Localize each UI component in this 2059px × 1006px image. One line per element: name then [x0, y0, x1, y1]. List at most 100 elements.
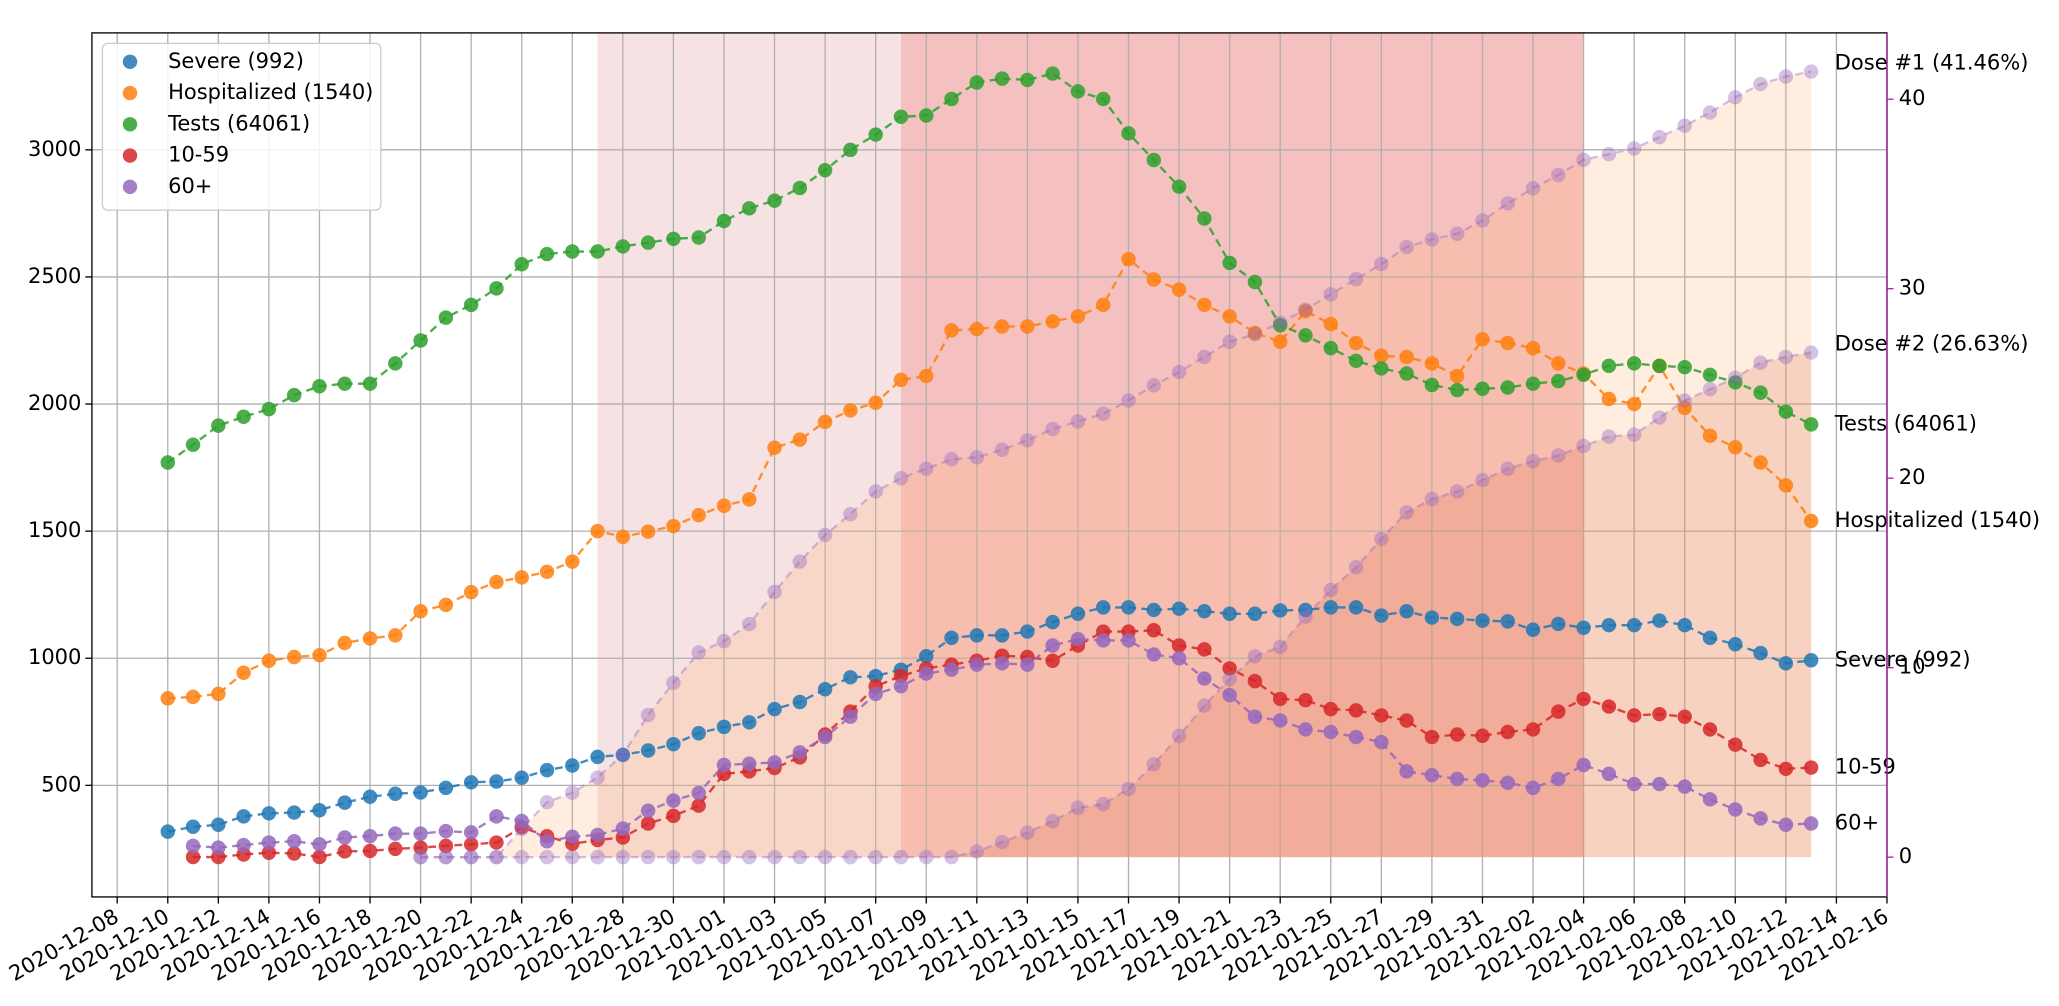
- point: [1753, 355, 1768, 370]
- point: [489, 835, 504, 850]
- point: [1626, 356, 1642, 371]
- point: [817, 414, 833, 430]
- point: [666, 808, 681, 824]
- point: [1525, 622, 1541, 637]
- point: [919, 648, 934, 664]
- legend-label: 10-59: [168, 142, 229, 167]
- point: [413, 785, 428, 800]
- point: [969, 844, 985, 859]
- point: [312, 647, 327, 663]
- point: [1374, 348, 1389, 363]
- point: [1702, 792, 1718, 807]
- point: [1197, 297, 1212, 313]
- point: [1728, 737, 1743, 752]
- point: [261, 835, 277, 850]
- point: [1197, 698, 1212, 713]
- point: [919, 108, 934, 123]
- point: [1449, 226, 1465, 241]
- point: [1399, 239, 1414, 255]
- point: [1601, 429, 1617, 444]
- point: [1626, 708, 1642, 723]
- point: [969, 75, 985, 90]
- point: [1045, 653, 1060, 669]
- point: [843, 506, 858, 522]
- point: [640, 803, 656, 818]
- point: [1272, 334, 1288, 349]
- point: [185, 819, 201, 835]
- y2-tick-label: 10: [1899, 654, 1926, 679]
- point: [691, 726, 706, 741]
- point: [1525, 376, 1541, 391]
- point: [388, 786, 403, 801]
- point: [792, 745, 808, 760]
- point: [1348, 729, 1364, 745]
- point: [1020, 657, 1035, 672]
- point: [565, 849, 580, 865]
- point: [1449, 484, 1465, 499]
- point: [1677, 617, 1692, 633]
- point: [843, 403, 858, 418]
- point: [185, 849, 201, 865]
- point: [1626, 776, 1642, 792]
- point: [236, 837, 251, 853]
- point: [160, 691, 175, 706]
- point: [1677, 359, 1692, 375]
- point: [1121, 126, 1136, 141]
- point: [362, 789, 378, 805]
- point: [337, 830, 352, 845]
- legend-marker: [122, 179, 138, 195]
- point: [1576, 757, 1591, 773]
- point: [1323, 701, 1338, 717]
- point: [1551, 167, 1566, 183]
- point: [539, 849, 555, 865]
- point: [1095, 406, 1111, 421]
- point: [1803, 653, 1819, 668]
- point: [1778, 478, 1794, 493]
- point: [893, 668, 909, 684]
- point: [1728, 637, 1743, 652]
- point: [590, 770, 605, 785]
- point: [1525, 181, 1541, 196]
- point: [1424, 377, 1440, 393]
- point: [1298, 328, 1313, 343]
- point: [1778, 69, 1794, 84]
- point: [1045, 66, 1060, 81]
- point: [944, 91, 959, 107]
- point: [1070, 309, 1086, 324]
- point: [944, 630, 959, 646]
- point: [1298, 602, 1313, 618]
- point: [1323, 724, 1338, 740]
- point: [1702, 105, 1718, 120]
- point: [1576, 367, 1591, 383]
- point: [1424, 356, 1440, 371]
- point: [1045, 421, 1060, 437]
- point: [1728, 370, 1743, 385]
- point: [1020, 433, 1035, 448]
- point: [1652, 129, 1667, 145]
- point: [514, 570, 529, 585]
- point: [893, 678, 909, 694]
- point: [1399, 603, 1414, 619]
- y-tick-label: 3000: [28, 136, 81, 161]
- point: [1298, 722, 1313, 737]
- point: [1728, 90, 1743, 105]
- end-label: Hospitalized (1540): [1835, 507, 2040, 532]
- point: [1500, 724, 1515, 740]
- point: [1702, 428, 1718, 444]
- point: [312, 837, 327, 852]
- point: [919, 461, 934, 476]
- point: [1449, 771, 1465, 787]
- point: [1652, 358, 1667, 374]
- point: [388, 826, 403, 841]
- point: [236, 809, 251, 824]
- point: [438, 849, 454, 865]
- point: [312, 803, 327, 818]
- point: [1272, 713, 1288, 728]
- end-label: 10-59: [1835, 754, 1896, 779]
- point: [1146, 152, 1162, 168]
- point: [388, 841, 403, 857]
- point: [1449, 368, 1465, 384]
- point: [640, 235, 656, 250]
- point: [438, 823, 454, 839]
